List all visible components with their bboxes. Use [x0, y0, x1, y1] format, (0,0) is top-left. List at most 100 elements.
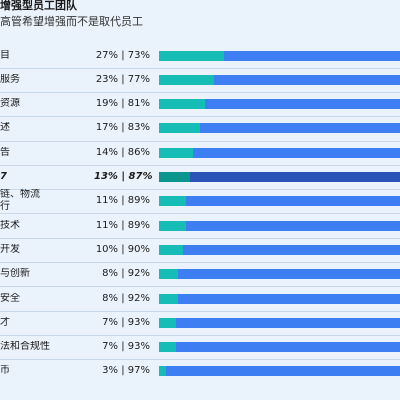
bar-segment-replace: [159, 342, 176, 353]
value-label: 7% | 93%: [102, 316, 150, 328]
category-label: 法和合规性: [0, 341, 50, 353]
bar-segment-replace: [159, 366, 167, 377]
bar-segment-augment: [190, 172, 400, 182]
stacked-bar: [159, 293, 400, 304]
bar-segment-augment: [199, 123, 400, 134]
category-label: 告: [0, 146, 10, 158]
bar-segment-augment: [224, 50, 400, 61]
bar-segment-augment: [178, 293, 400, 304]
value-label: 8% | 92%: [102, 268, 150, 280]
value-label: 11% | 89%: [95, 219, 150, 231]
bar-segment-augment: [175, 342, 400, 353]
category-label: 目: [0, 49, 10, 61]
row-divider: [0, 359, 400, 360]
bar-segment-augment: [175, 317, 400, 328]
stacked-bar: [159, 74, 400, 85]
category-label: 7: [0, 171, 7, 182]
bar-segment-augment: [185, 220, 400, 231]
category-label: 开发: [0, 243, 20, 255]
value-label: 13% | 87%: [94, 171, 153, 182]
bar-row: 安全 8% | 92%: [0, 287, 400, 311]
bar-segment-augment: [214, 74, 400, 85]
row-divider: [0, 92, 400, 93]
bar-row: 服务 23% | 77%: [0, 68, 400, 92]
row-divider: [0, 213, 400, 214]
row-divider: [0, 68, 400, 69]
bar-row: 开发 10% | 90%: [0, 238, 400, 262]
bar-segment-replace: [159, 269, 179, 280]
bar-row: 链、物流 行 11% | 89%: [0, 189, 400, 213]
category-label: 才: [0, 316, 10, 328]
bar-segment-augment: [185, 196, 400, 207]
stacked-bar: [159, 99, 400, 110]
stacked-bar: [159, 342, 400, 353]
row-divider: [0, 238, 400, 239]
stacked-bar: [159, 269, 400, 280]
bar-segment-replace: [159, 123, 200, 134]
bar-segment-replace: [159, 293, 179, 304]
bar-segment-replace: [159, 244, 184, 255]
bar-row: 目 27% | 73%: [0, 44, 400, 68]
chart-subtitle: 高管希望增强而不是取代员工: [0, 15, 143, 28]
row-divider: [0, 116, 400, 117]
bar-segment-augment: [192, 147, 400, 158]
row-divider: [0, 286, 400, 287]
stacked-bar: [159, 244, 400, 255]
bar-segment-replace: [159, 50, 225, 61]
stacked-bar: [159, 220, 400, 231]
value-label: 14% | 86%: [95, 146, 150, 158]
value-label: 27% | 73%: [95, 49, 150, 61]
category-label: 技术: [0, 219, 20, 231]
bar-segment-replace: [159, 172, 191, 182]
bar-segment-replace: [159, 196, 186, 207]
bar-row: 法和合规性 7% | 93%: [0, 335, 400, 359]
category-label: 服务: [0, 73, 20, 85]
bar-segment-replace: [159, 317, 176, 328]
value-label: 11% | 89%: [95, 195, 150, 207]
bar-segment-replace: [159, 99, 205, 110]
row-divider: [0, 262, 400, 263]
bar-row: 与创新 8% | 92%: [0, 262, 400, 286]
category-label: 与创新: [0, 268, 30, 280]
category-label: 资源: [0, 98, 20, 110]
value-label: 19% | 81%: [95, 98, 150, 110]
bar-segment-augment: [183, 244, 400, 255]
bar-row: 资源 19% | 81%: [0, 92, 400, 116]
value-label: 23% | 77%: [95, 73, 150, 85]
bar-segment-augment: [178, 269, 400, 280]
bar-row: 才 7% | 93%: [0, 311, 400, 335]
category-label: 安全: [0, 292, 20, 304]
bar-row: 述 17% | 83%: [0, 116, 400, 140]
value-label: 8% | 92%: [102, 292, 150, 304]
category-label: 链、物流 行: [0, 189, 40, 213]
bar-row: 币 3% | 97%: [0, 359, 400, 383]
value-label: 17% | 83%: [95, 122, 150, 134]
bar-segment-replace: [159, 147, 193, 158]
value-label: 10% | 90%: [95, 243, 150, 255]
row-divider: [0, 141, 400, 142]
bar-row: 7 13% | 87%: [0, 165, 400, 189]
value-label: 3% | 97%: [102, 365, 150, 377]
bar-segment-augment: [166, 366, 400, 377]
row-divider: [0, 335, 400, 336]
category-label: 币: [0, 365, 10, 377]
stacked-bar: [159, 147, 400, 158]
stacked-bar: [159, 366, 400, 377]
bar-segment-augment: [204, 99, 400, 110]
bar-segment-replace: [159, 220, 186, 231]
bar-row: 告 14% | 86%: [0, 141, 400, 165]
row-divider: [0, 165, 400, 166]
bar-row: 技术 11% | 89%: [0, 214, 400, 238]
stacked-bar: [159, 196, 400, 207]
value-label: 7% | 93%: [102, 341, 150, 353]
bar-segment-replace: [159, 74, 215, 85]
row-divider: [0, 311, 400, 312]
stacked-bar: [159, 123, 400, 134]
stacked-bar: [159, 172, 400, 182]
row-divider: [0, 189, 400, 190]
chart-title: 增强型员工团队: [0, 0, 77, 12]
category-label: 述: [0, 122, 10, 134]
stacked-bar: [159, 317, 400, 328]
stacked-bar: [159, 50, 400, 61]
